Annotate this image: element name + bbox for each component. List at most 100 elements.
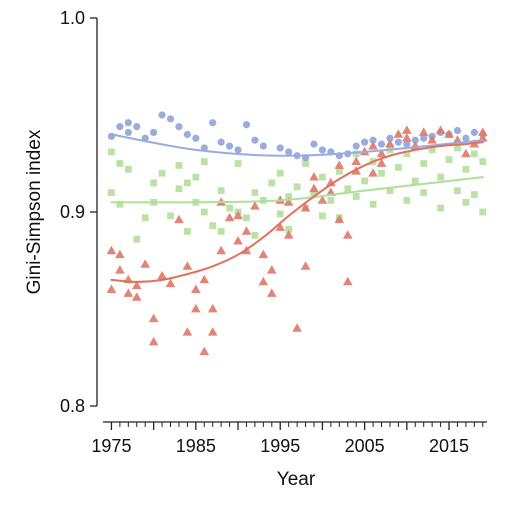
data-point-triangle [418, 127, 429, 136]
data-point-triangle [266, 288, 277, 297]
data-point-triangle [115, 265, 125, 274]
data-point-square [344, 185, 352, 193]
data-point-triangle [402, 133, 412, 142]
data-point-circle [116, 123, 124, 131]
data-point-circle [234, 146, 242, 154]
data-point-circle [133, 123, 141, 131]
data-point-square [268, 179, 276, 187]
data-point-triangle [207, 303, 218, 313]
y-tick-label: 1.0 [60, 8, 85, 28]
data-point-square [243, 214, 250, 222]
data-point-triangle [140, 259, 150, 268]
data-point-circle [411, 136, 419, 144]
data-point-triangle [258, 276, 269, 286]
data-point-square [454, 187, 461, 195]
data-point-circle [175, 123, 183, 131]
x-tick-label: 2015 [429, 436, 469, 456]
data-point-square [352, 150, 360, 158]
data-point-square [386, 187, 394, 195]
data-point-triangle [334, 214, 345, 224]
data-point-triangle [115, 249, 125, 259]
data-point-triangle [477, 127, 488, 136]
data-point-triangle [342, 276, 353, 286]
data-point-square [454, 144, 461, 152]
data-point-square [462, 198, 470, 206]
x-tick-label: 1995 [260, 436, 300, 456]
data-point-triangle [182, 261, 193, 270]
data-point-triangle [191, 303, 201, 313]
data-point-triangle [452, 135, 463, 144]
trend-line [110, 133, 484, 157]
data-point-circle [183, 130, 191, 138]
x-axis-title: Year [277, 469, 316, 490]
data-point-square [141, 214, 149, 222]
data-point-square [470, 191, 478, 198]
data-point-square [479, 208, 487, 216]
data-point-circle [150, 128, 158, 137]
data-point-triangle [199, 346, 210, 356]
data-point-circle [225, 142, 234, 150]
data-point-square [420, 189, 428, 196]
data-point-square [200, 208, 208, 216]
data-point-square [319, 212, 326, 220]
data-point-square [403, 196, 411, 204]
data-point-square [124, 165, 132, 173]
data-point-square [175, 162, 183, 169]
data-point-square [394, 163, 402, 171]
data-point-triangle [326, 177, 336, 187]
data-point-square [369, 200, 377, 208]
data-point-triangle [342, 230, 353, 239]
data-point-square [437, 173, 444, 181]
data-point-triangle [216, 245, 226, 255]
data-point-square [116, 160, 124, 167]
data-point-square [293, 183, 301, 191]
data-point-square [226, 204, 233, 212]
data-point-square [108, 189, 115, 196]
data-point-square [150, 179, 158, 187]
data-point-triangle [309, 171, 319, 181]
data-point-square [133, 235, 141, 243]
axes [90, 17, 487, 430]
data-point-square [116, 200, 124, 208]
data-point-triangle [123, 288, 134, 297]
data-point-circle [420, 134, 428, 142]
data-point-circle [251, 136, 259, 144]
data-point-square [285, 226, 293, 233]
data-point-triangle [106, 284, 117, 293]
data-point-square [167, 212, 174, 220]
data-point-triangle [174, 214, 184, 224]
data-point-triangle [131, 292, 142, 301]
data-point-circle [310, 140, 318, 148]
data-point-square [192, 173, 200, 181]
data-point-square [217, 228, 225, 235]
data-point-square [302, 160, 309, 167]
data-point-triangle [368, 168, 378, 177]
data-point-triangle [368, 140, 378, 150]
data-point-triangle [250, 201, 260, 210]
data-point-circle [158, 111, 166, 119]
data-point-triangle [376, 148, 387, 158]
data-point-square [470, 150, 478, 158]
data-point-square [234, 160, 242, 167]
data-point-triangle [241, 226, 252, 235]
data-point-triangle [334, 160, 345, 169]
data-point-square [378, 169, 385, 177]
tick-labels: 0.8 0.9 1.0 1975 1985 1995 2005 2015 [60, 8, 469, 456]
data-point-triangle [165, 278, 176, 288]
data-point-square [251, 189, 259, 196]
data-point-triangle [435, 125, 446, 134]
data-point-circle [124, 119, 132, 127]
data-point-triangle [309, 183, 319, 193]
data-point-triangle [393, 129, 404, 138]
data-point-square [175, 185, 183, 193]
data-point-circle [318, 146, 327, 154]
x-tick-label: 1985 [176, 436, 216, 456]
data-point-square [251, 231, 259, 239]
data-point-square [200, 158, 208, 165]
data-point-circle [369, 136, 377, 144]
data-point-triangle [317, 195, 328, 204]
data-point-triangle [148, 336, 159, 346]
data-point-circle [394, 138, 402, 146]
data-point-triangle [292, 323, 302, 332]
